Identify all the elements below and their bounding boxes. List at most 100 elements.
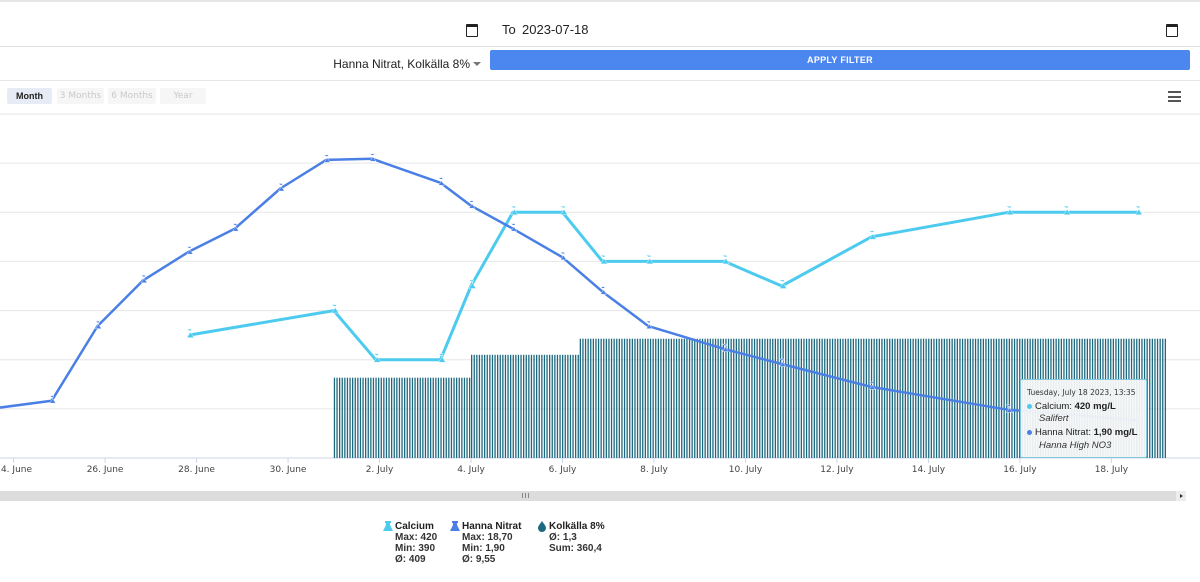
column-bar: [798, 338, 800, 458]
x-tick-label: 30. June: [270, 465, 307, 475]
column-bar: [738, 338, 740, 458]
column-bar: [985, 338, 987, 458]
column-bar: [824, 338, 826, 458]
legend-item-kolkalla[interactable]: Kolkälla 8% Ø: 1,3 Sum: 360,4: [537, 521, 605, 554]
column-bar: [930, 338, 932, 458]
column-bar: [644, 338, 646, 458]
column-bar: [951, 338, 953, 458]
data-point-calcium: [373, 353, 382, 363]
column-bar: [1000, 338, 1003, 458]
column-bar: [476, 354, 478, 458]
legend-item-hanna-nitrat[interactable]: Hanna Nitrat Max: 18,70 Min: 1,90 Ø: 9,5…: [450, 521, 521, 565]
data-point-calcium: [721, 255, 730, 265]
column-bar: [608, 338, 610, 458]
data-point-hanna-nitrat: [468, 200, 476, 209]
calendar-icon[interactable]: [466, 24, 478, 37]
column-bar: [917, 338, 919, 458]
column-bar: [393, 377, 395, 458]
column-bar: [782, 338, 784, 458]
chart-scrollbar[interactable]: [0, 491, 1184, 501]
column-bar: [380, 377, 382, 458]
column-bar: [642, 338, 644, 458]
range-year-button[interactable]: Year: [160, 88, 206, 104]
column-bar: [409, 377, 411, 458]
tooltip-label: Calcium:: [1035, 401, 1075, 412]
data-point-hanna-nitrat: [323, 154, 331, 163]
column-bar: [683, 338, 685, 458]
range-3-months-button[interactable]: 3 Months: [57, 88, 104, 104]
scrollbar-grip[interactable]: [522, 493, 530, 499]
column-bar: [709, 338, 711, 458]
column-bar: [590, 338, 592, 458]
column-bar: [473, 354, 475, 458]
column-bar: [891, 338, 893, 458]
column-bar: [787, 338, 789, 458]
top-border: [0, 0, 1200, 2]
column-bar: [1011, 338, 1013, 458]
column-bar: [964, 338, 966, 458]
apply-filter-button[interactable]: APPLY FILTER: [490, 50, 1190, 70]
column-bar: [675, 338, 678, 458]
x-tick-label: 6. July: [549, 465, 577, 475]
column-bar: [538, 354, 540, 458]
column-bar: [507, 354, 509, 458]
legend-item-calcium[interactable]: Calcium Max: 420 Min: 390 Ø: 409: [383, 521, 437, 565]
column-bar: [530, 354, 533, 458]
column-bar: [437, 377, 440, 458]
tooltip-value: 420 mg/L: [1074, 401, 1116, 412]
column-bar: [967, 338, 969, 458]
data-point-hanna-nitrat: [559, 252, 567, 261]
chart-tooltip: Tuesday, July 18 2023, 13:35 Calcium: 42…: [1020, 379, 1147, 458]
data-point-calcium: [510, 206, 519, 215]
column-bar: [445, 377, 447, 458]
flask-icon: [450, 521, 460, 531]
column-bar: [346, 377, 349, 458]
hamburger-menu-icon[interactable]: [1168, 91, 1181, 102]
column-bar: [504, 354, 507, 458]
column-bar: [484, 354, 486, 458]
range-6-months-button[interactable]: 6 Months: [108, 88, 156, 104]
tooltip-value: 1,90 mg/L: [1093, 427, 1138, 438]
column-bar: [523, 354, 525, 458]
column-bar: [378, 377, 380, 458]
column-bar: [336, 377, 338, 458]
column-bar: [850, 338, 852, 458]
column-bar: [907, 338, 909, 458]
legend-stat: Min: 1,90: [462, 543, 505, 554]
column-bar: [974, 338, 977, 458]
column-bar: [575, 354, 577, 458]
column-bar: [735, 338, 737, 458]
scroll-right-icon[interactable]: [1176, 491, 1186, 501]
legend-stat: Ø: 1,3: [549, 532, 577, 543]
column-bar: [385, 377, 388, 458]
column-bar: [691, 338, 693, 458]
range-month-button[interactable]: Month: [7, 88, 52, 104]
column-bar: [533, 354, 535, 458]
column-bar: [818, 338, 821, 458]
column-bar: [422, 377, 424, 458]
column-bar: [1006, 338, 1008, 458]
column-bar: [341, 377, 343, 458]
to-date-input[interactable]: 2023-07-18: [522, 22, 589, 37]
column-bar: [686, 338, 688, 458]
column-bar: [894, 338, 896, 458]
series-select[interactable]: Hanna Nitrat, Kolkälla 8%: [333, 57, 470, 71]
column-bar: [491, 354, 494, 458]
column-bar: [626, 338, 628, 458]
calendar-icon[interactable]: [1166, 24, 1178, 37]
column-bar: [912, 338, 914, 458]
column-bar: [1008, 338, 1010, 458]
column-bar: [636, 338, 639, 458]
series-line-calcium: [188, 210, 1138, 362]
column-bar: [759, 338, 761, 458]
chevron-down-icon[interactable]: [473, 62, 481, 66]
column-bar: [450, 377, 453, 458]
column-bar: [517, 354, 520, 458]
column-bar: [826, 338, 828, 458]
column-bar: [657, 338, 659, 458]
column-bar: [811, 338, 813, 458]
column-bar: [764, 338, 766, 458]
column-bar: [665, 338, 667, 458]
data-point-hanna-nitrat: [369, 153, 377, 162]
column-bar: [800, 338, 802, 458]
